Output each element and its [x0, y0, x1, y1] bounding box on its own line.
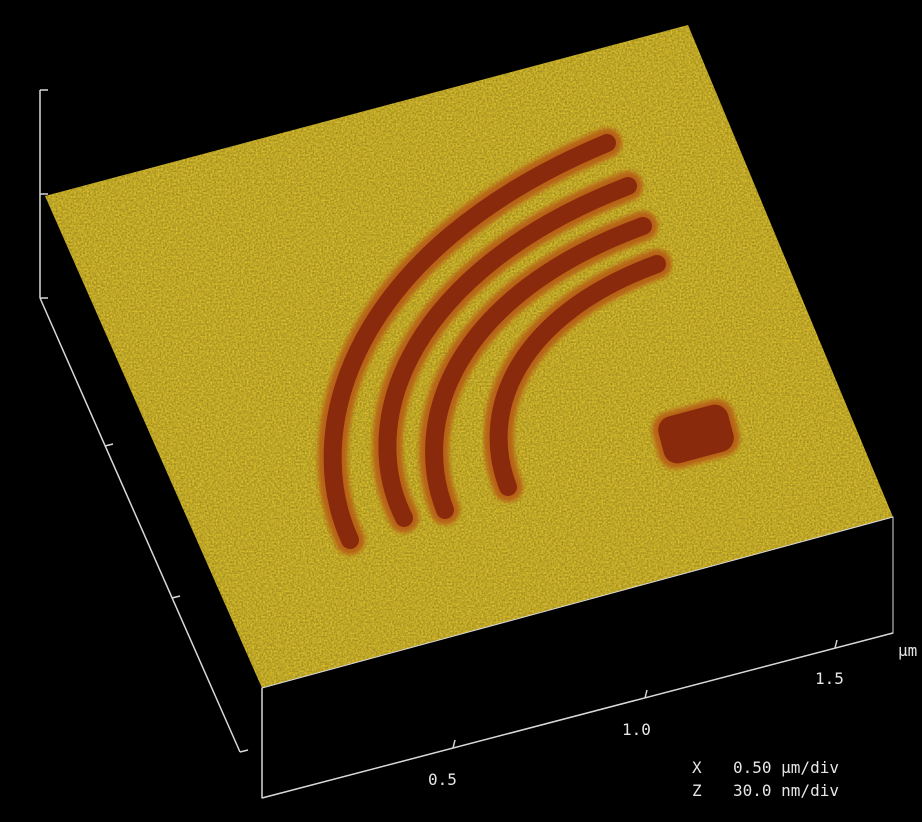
x-axis	[261, 632, 894, 799]
arc-1	[317, 128, 622, 555]
arc-3	[419, 211, 658, 525]
z-scale-letter: Z	[692, 781, 702, 800]
x-tick-label-2: 1.5	[815, 669, 844, 688]
x-scale-value: 0.50 µm/div	[733, 758, 839, 777]
arc-2	[372, 171, 643, 533]
x-tick-label-1: 1.0	[622, 720, 651, 739]
square-pit	[651, 399, 741, 469]
z-axis	[39, 89, 48, 299]
x-axis-unit: µm	[898, 641, 918, 660]
z-scale-value: 30.0 nm/div	[733, 781, 839, 800]
arc-4	[483, 249, 672, 502]
x-scale-letter: X	[692, 758, 702, 777]
y-axis	[39, 297, 249, 753]
trench-arcs	[317, 128, 672, 555]
x-tick-label-0: 0.5	[428, 770, 457, 789]
